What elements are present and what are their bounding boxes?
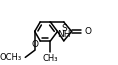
Text: S: S	[61, 24, 67, 33]
Text: NH: NH	[57, 30, 71, 39]
Text: O: O	[31, 40, 38, 49]
Text: CH₃: CH₃	[43, 54, 58, 63]
Text: OCH₃: OCH₃	[0, 53, 22, 62]
Text: O: O	[84, 27, 91, 36]
